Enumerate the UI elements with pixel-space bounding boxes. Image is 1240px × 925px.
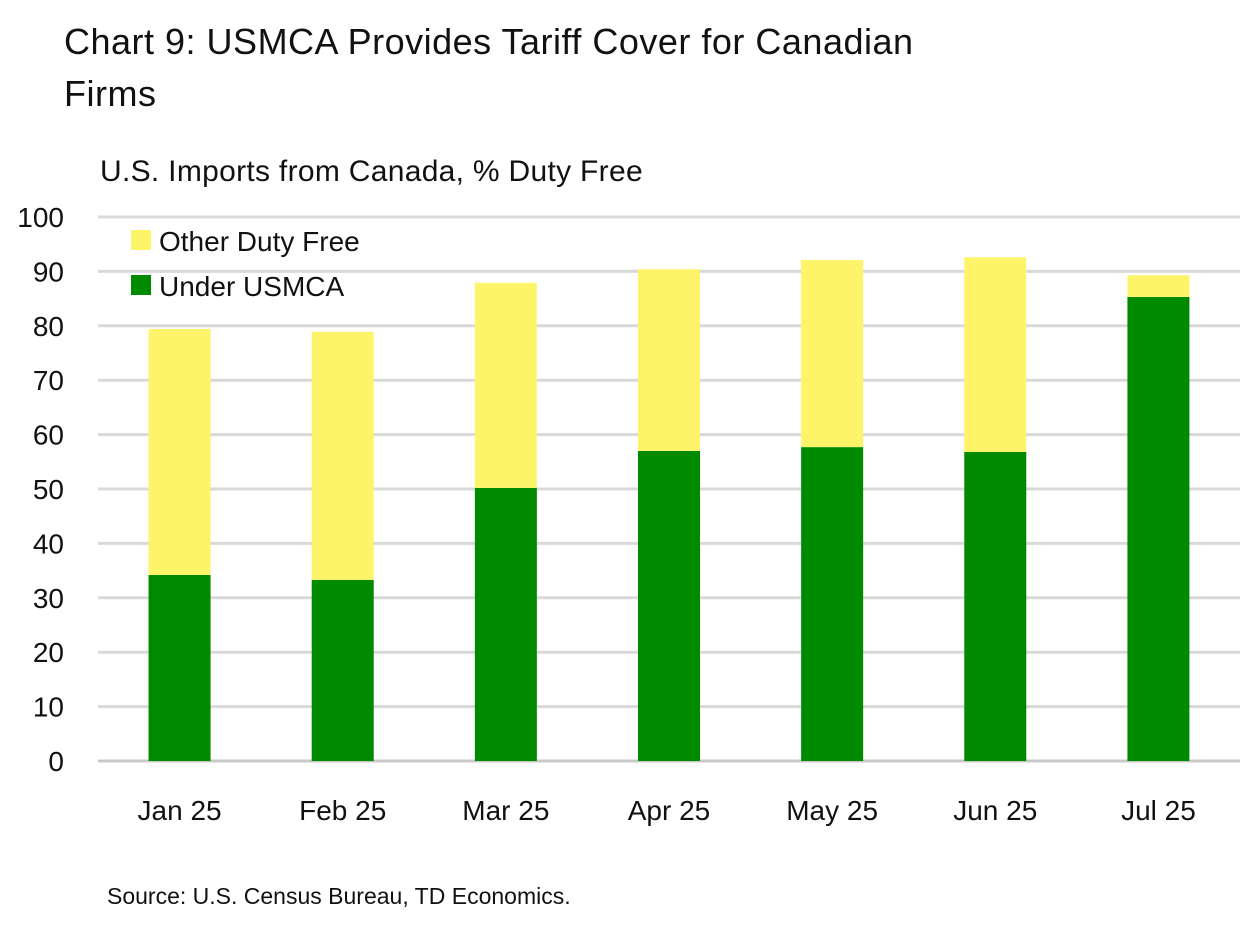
y-tick-label: 40 [33,528,64,559]
bar-under-usmca [148,574,211,761]
bar-under-usmca [801,447,864,761]
bar-other-duty-free [311,331,374,580]
y-tick-label: 90 [33,256,64,287]
bar-under-usmca [964,452,1027,761]
y-tick-label: 70 [33,365,64,396]
legend-swatch [131,230,151,250]
y-tick-label: 100 [17,202,64,233]
x-tick-label: Jun 25 [953,795,1037,826]
source-note: Source: U.S. Census Bureau, TD Economics… [107,883,571,909]
bar-other-duty-free [964,257,1027,453]
bar-other-duty-free [1127,275,1190,297]
x-tick-label: Apr 25 [628,795,711,826]
y-tick-label: 80 [33,311,64,342]
chart-subtitle: U.S. Imports from Canada, % Duty Free [100,155,643,188]
bar-other-duty-free [638,269,700,451]
y-tick-label: 30 [33,583,64,614]
y-tick-label: 10 [33,692,64,723]
legend-swatch [131,275,151,295]
y-tick-label: 50 [33,474,64,505]
x-tick-label: Feb 25 [299,795,386,826]
x-tick-label: Mar 25 [462,795,549,826]
bar-under-usmca [311,579,374,761]
y-tick-label: 60 [33,420,64,451]
bar-under-usmca [1127,296,1190,761]
y-tick-label: 0 [48,746,64,777]
legend-label: Other Duty Free [159,226,360,257]
bar-under-usmca [638,450,700,761]
x-tick-label: Jan 25 [138,795,222,826]
bar-other-duty-free [474,282,537,488]
chart-title: Chart 9: USMCA Provides Tariff Cover for… [64,21,914,114]
legend-label: Under USMCA [159,271,344,302]
y-tick-label: 20 [33,637,64,668]
x-tick-label: Jul 25 [1121,795,1196,826]
bar-other-duty-free [801,259,864,448]
bar-other-duty-free [148,329,211,575]
bar-under-usmca [474,487,537,761]
x-tick-label: May 25 [786,795,878,826]
